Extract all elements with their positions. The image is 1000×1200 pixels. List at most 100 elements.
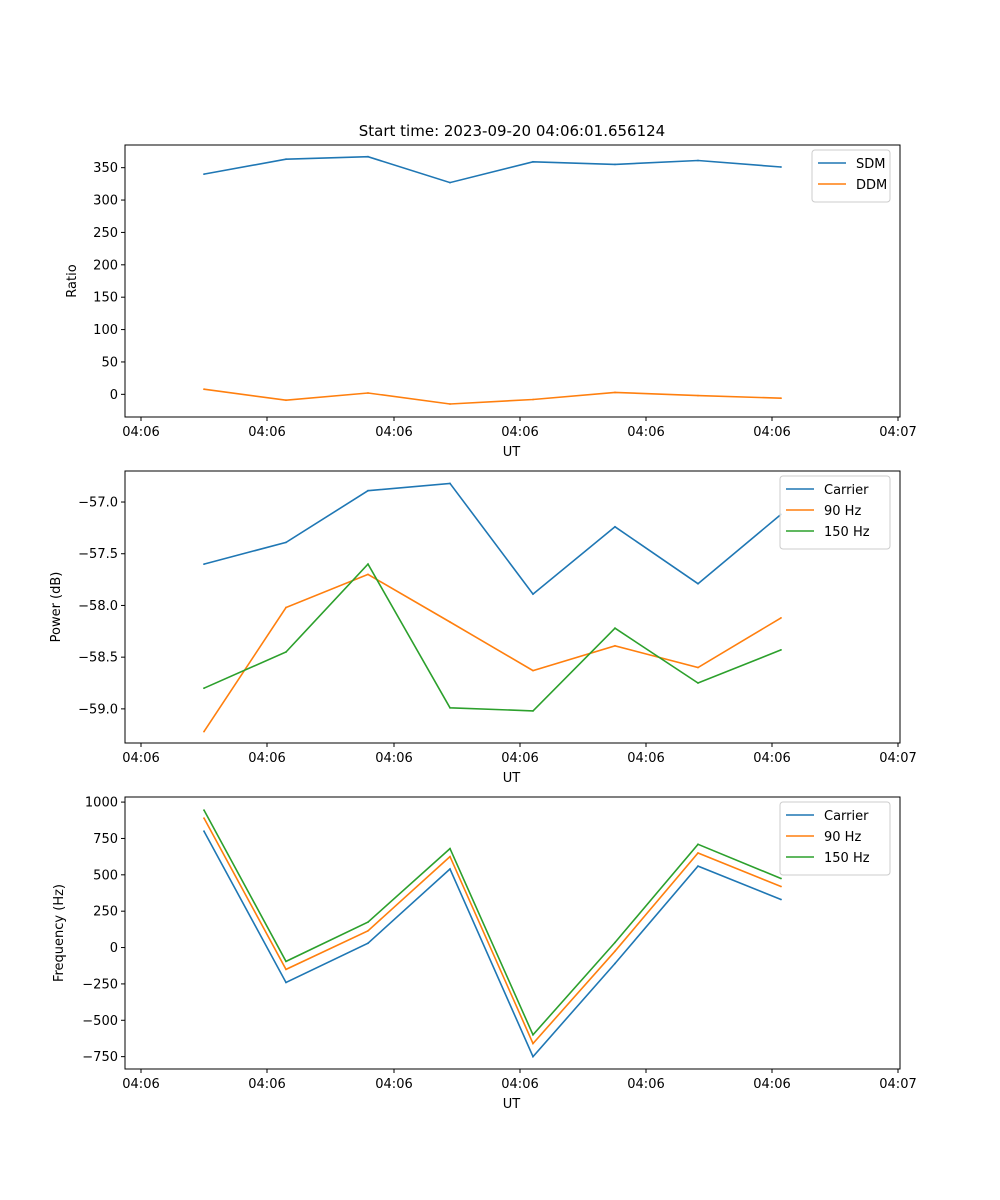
data-point-sdm [285,158,287,161]
x-tick-label: 04:06 [248,1077,285,1092]
x-tick-label: 04:06 [375,1077,412,1092]
ratio-panel: 04:06 04:06 04:06 04:06 04:06 04:06 04:07 0 50 10… [65,144,917,460]
data-point-90-hz [532,669,534,672]
axes-frame [124,144,901,418]
y-tick-label: 0 [110,941,118,956]
legend-label-150-hz: 150 Hz [824,851,870,866]
data-point-sdm [697,159,699,162]
series-line-150-hz [203,562,782,712]
y-axis-label: Frequency (Hz) [52,884,67,982]
data-point-sdm [780,166,782,168]
x-axis-label: UT [503,1097,521,1112]
data-point-sdm [532,160,534,163]
data-point-90-hz [614,644,616,647]
x-tick-label: 04:06 [122,751,159,766]
x-tick-label: 04:06 [627,425,664,440]
x-tick-label: 04:06 [753,425,790,440]
x-tick-label: 04:07 [879,1077,916,1092]
data-point-90-hz [697,852,699,854]
data-point-carrier [285,541,287,544]
data-point-150-hz [780,649,782,651]
y-tick-label: −57.5 [78,547,118,562]
data-point-carrier [532,593,534,595]
data-point-ddm [697,394,699,397]
y-tick-label: −58.5 [78,651,118,666]
x-tick-label: 04:06 [375,751,412,766]
y-tick-label: −750 [82,1050,118,1065]
y-tick-label: −500 [82,1014,118,1029]
series-line-sdm [203,155,782,184]
series-line-ddm [203,388,782,405]
y-tick-label: 100 [93,323,118,338]
series-line-carrier [203,830,782,1059]
data-point-ddm [203,388,205,391]
legend-label-sdm: SDM [856,157,885,172]
x-tick-label: 04:06 [501,425,538,440]
data-point-carrier [780,898,782,901]
data-point-90-hz [367,573,369,576]
y-tick-label: 200 [93,258,118,273]
y-axis-label: Ratio [65,264,80,297]
y-tick-label: 150 [93,291,118,306]
x-tick-label: 04:06 [753,751,790,766]
data-point-carrier [285,981,287,984]
data-point-150-hz [697,843,699,846]
data-point-90-hz [532,1042,534,1045]
data-point-carrier [697,865,699,867]
y-tick-label: 350 [93,161,118,176]
data-point-150-hz [203,809,205,811]
x-axis-label: UT [503,445,521,460]
data-point-150-hz [285,651,287,653]
legend-label-90-hz: 90 Hz [824,830,861,845]
data-point-150-hz [532,710,534,712]
y-tick-label: −57.0 [78,496,118,511]
y-tick-label: 250 [93,226,118,241]
data-point-90-hz [203,817,205,819]
power-panel: 04:06 04:06 04:06 04:06 04:06 04:06 04:07 −57.0… [49,470,917,786]
legend-label-150-hz: 150 Hz [824,525,870,540]
data-point-sdm [614,163,616,166]
y-tick-label: 50 [101,355,118,370]
x-tick-label: 04:07 [879,751,916,766]
data-point-ddm [780,397,782,400]
axes-frame [124,796,901,1070]
x-tick-label: 04:06 [627,751,664,766]
data-point-150-hz [367,563,369,565]
y-tick-label: 500 [93,868,118,883]
x-tick-label: 04:06 [501,751,538,766]
y-tick-label: 250 [93,905,118,920]
data-point-carrier [203,563,205,565]
y-tick-label: −59.0 [78,702,118,717]
y-tick-label: −250 [82,977,118,992]
y-tick-label: 300 [93,194,118,209]
y-tick-label: 0 [110,388,118,403]
series-line-carrier [203,482,782,596]
data-point-90-hz [203,730,205,733]
legend-label-ddm: DDM [856,178,887,193]
data-point-sdm [203,173,205,176]
x-tick-label: 04:06 [753,1077,790,1092]
data-point-ddm [614,391,616,394]
x-axis-label: UT [503,771,521,786]
data-point-sdm [367,155,369,158]
data-point-150-hz [449,706,451,709]
data-point-carrier [614,525,616,528]
data-point-carrier [367,942,369,945]
x-tick-label: 04:07 [879,425,916,440]
data-point-carrier [449,482,451,485]
y-axis-label: Power (dB) [49,572,64,643]
x-tick-label: 04:06 [627,1077,664,1092]
data-point-150-hz [614,627,616,630]
data-point-carrier [532,1055,534,1058]
data-point-150-hz [203,687,205,690]
data-point-150-hz [449,847,451,850]
data-point-150-hz [285,960,287,963]
x-tick-label: 04:06 [375,425,412,440]
data-point-carrier [449,868,451,870]
x-tick-label: 04:06 [122,425,159,440]
data-point-carrier [367,489,369,492]
y-tick-label: 1000 [85,796,118,811]
figure-title: Start time: 2023-09-20 04:06:01.656124 [359,122,665,140]
series-line-90-hz [203,573,782,733]
